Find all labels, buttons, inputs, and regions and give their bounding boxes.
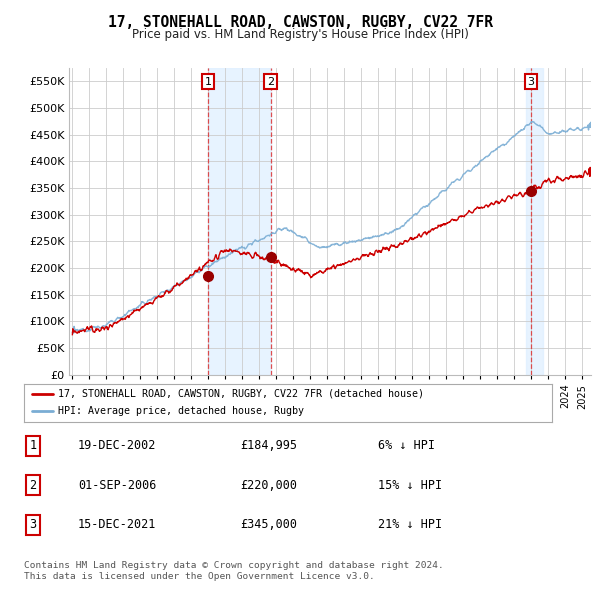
Bar xyxy=(208,68,271,375)
Text: 6% ↓ HPI: 6% ↓ HPI xyxy=(378,439,435,453)
Text: 1: 1 xyxy=(205,77,211,87)
Text: 21% ↓ HPI: 21% ↓ HPI xyxy=(378,518,442,532)
Text: £220,000: £220,000 xyxy=(240,478,297,492)
Text: 01-SEP-2006: 01-SEP-2006 xyxy=(78,478,157,492)
Text: 2: 2 xyxy=(267,77,274,87)
Text: 2: 2 xyxy=(29,478,37,492)
Text: Contains HM Land Registry data © Crown copyright and database right 2024.: Contains HM Land Registry data © Crown c… xyxy=(24,560,444,569)
Text: 1: 1 xyxy=(29,439,37,453)
Text: 3: 3 xyxy=(527,77,535,87)
Text: £345,000: £345,000 xyxy=(240,518,297,532)
Text: 17, STONEHALL ROAD, CAWSTON, RUGBY, CV22 7FR: 17, STONEHALL ROAD, CAWSTON, RUGBY, CV22… xyxy=(107,15,493,30)
Text: 15-DEC-2021: 15-DEC-2021 xyxy=(78,518,157,532)
Text: Price paid vs. HM Land Registry's House Price Index (HPI): Price paid vs. HM Land Registry's House … xyxy=(131,28,469,41)
Text: 17, STONEHALL ROAD, CAWSTON, RUGBY, CV22 7FR (detached house): 17, STONEHALL ROAD, CAWSTON, RUGBY, CV22… xyxy=(58,389,424,399)
Bar xyxy=(526,68,543,375)
Text: £184,995: £184,995 xyxy=(240,439,297,453)
Text: 15% ↓ HPI: 15% ↓ HPI xyxy=(378,478,442,492)
Text: HPI: Average price, detached house, Rugby: HPI: Average price, detached house, Rugb… xyxy=(58,407,304,417)
Text: This data is licensed under the Open Government Licence v3.0.: This data is licensed under the Open Gov… xyxy=(24,572,375,581)
Text: 19-DEC-2002: 19-DEC-2002 xyxy=(78,439,157,453)
Text: 3: 3 xyxy=(29,518,37,532)
